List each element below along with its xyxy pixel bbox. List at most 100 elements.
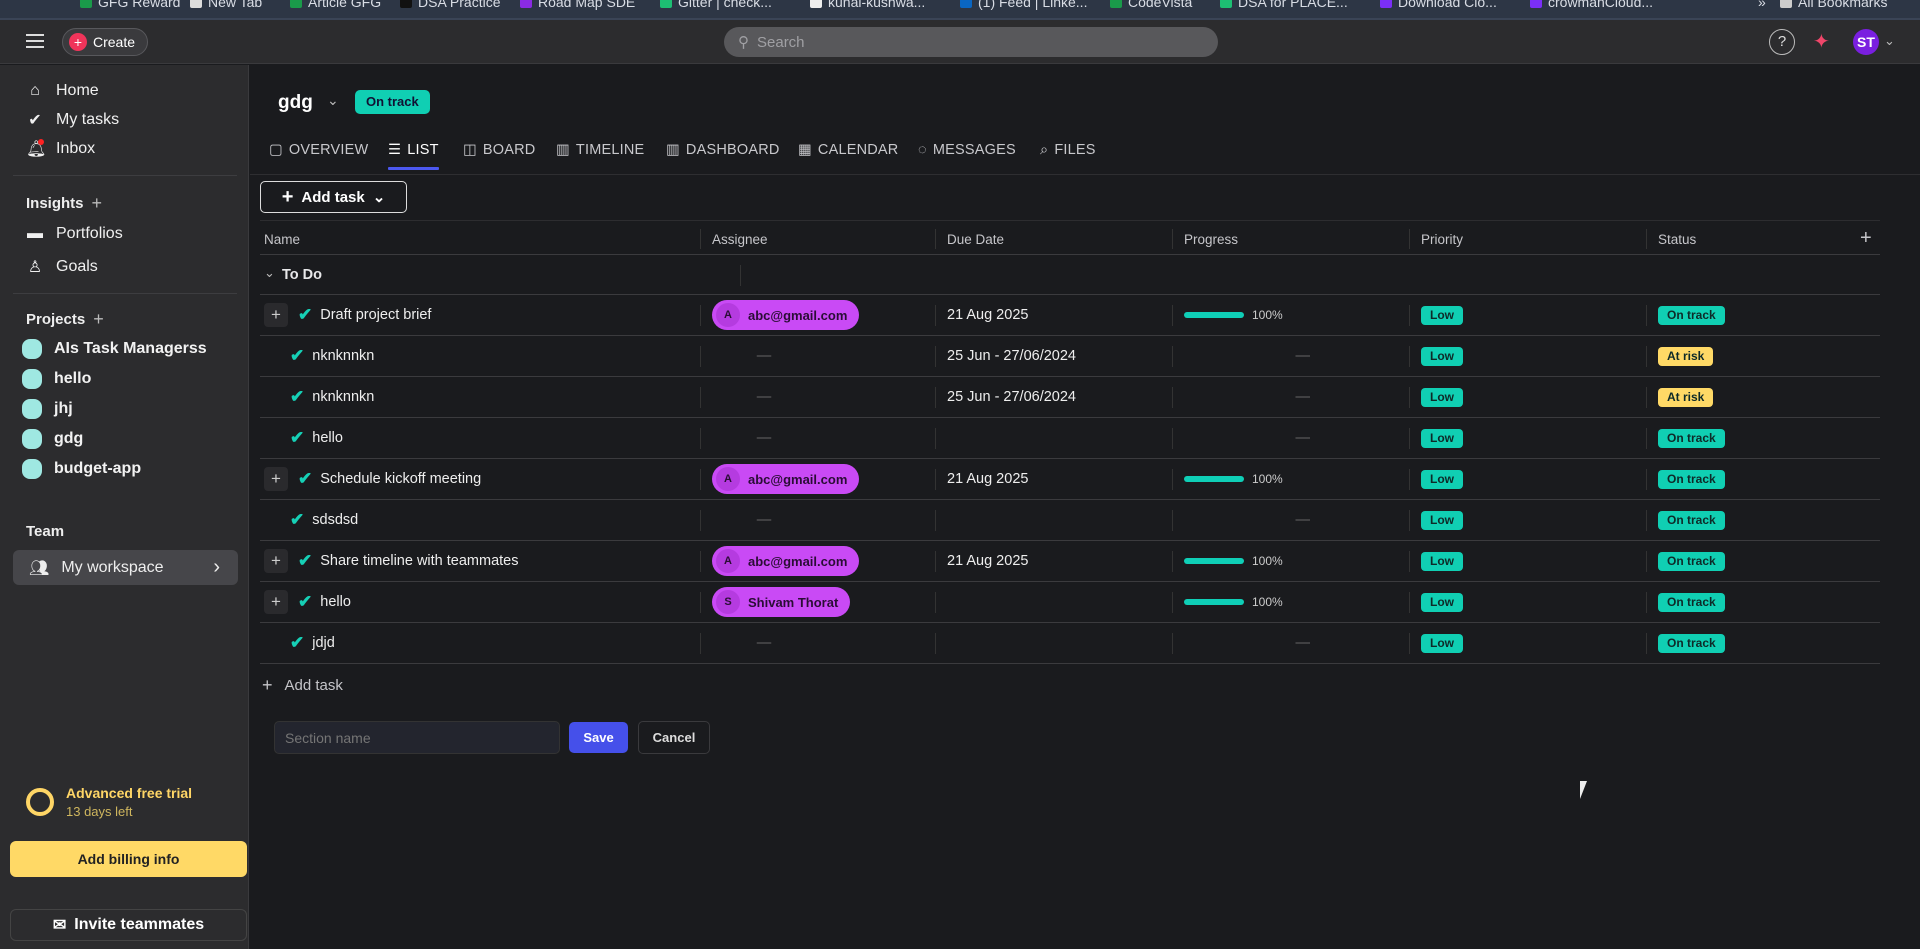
tab-calendar[interactable]: ▦ CALENDAR: [798, 142, 898, 158]
sidebar-item-my-tasks[interactable]: ✔ My tasks: [26, 110, 119, 130]
invite-teammates-button[interactable]: ✉ Invite teammates: [10, 909, 247, 941]
expand-subtasks-icon[interactable]: +: [264, 303, 288, 327]
sidebar-project[interactable]: budget-app: [22, 459, 141, 479]
status-cell[interactable]: On track: [1658, 541, 1725, 581]
task-name-cell[interactable]: ✔ nknknnkn: [290, 336, 374, 376]
column-divider[interactable]: [935, 229, 936, 249]
assignee-chip[interactable]: S Shivam Thorat: [712, 587, 851, 617]
bookmark-item[interactable]: Download Clo...: [1380, 0, 1497, 10]
tab-timeline[interactable]: ▥ TIMELINE: [556, 142, 644, 158]
expand-subtasks-icon[interactable]: +: [264, 549, 288, 573]
column-header-priority[interactable]: Priority: [1421, 232, 1464, 247]
chevron-down-icon[interactable]: ⌄: [1884, 33, 1895, 48]
status-badge[interactable]: On track: [1658, 592, 1725, 612]
status-badge[interactable]: On track: [1658, 510, 1725, 530]
status-badge[interactable]: On track: [1658, 469, 1725, 489]
bookmark-item[interactable]: Article GFG: [290, 0, 381, 10]
table-row[interactable]: ✔ nknknnkn — 25 Jun - 27/06/2024 — Low At risk: [260, 377, 1880, 418]
bookmark-item[interactable]: (1) Feed | Linke...: [960, 0, 1087, 10]
add-insight-icon[interactable]: +: [91, 193, 103, 213]
priority-badge[interactable]: Low: [1421, 633, 1463, 653]
priority-cell[interactable]: Low: [1421, 295, 1463, 335]
priority-cell[interactable]: Low: [1421, 541, 1463, 581]
status-cell[interactable]: At risk: [1658, 377, 1714, 417]
priority-badge[interactable]: Low: [1421, 305, 1463, 325]
table-row[interactable]: ✔ hello — — Low On track: [260, 418, 1880, 459]
priority-badge[interactable]: Low: [1421, 346, 1463, 366]
search-input[interactable]: ⚲ Search: [724, 27, 1218, 57]
check-icon[interactable]: ✔: [290, 346, 305, 365]
tab-files[interactable]: ⌕ FILES: [1040, 142, 1096, 158]
bookmark-item[interactable]: crowmanCloud...: [1530, 0, 1653, 10]
task-name-cell[interactable]: + ✔ Share timeline with teammates: [264, 541, 519, 581]
status-cell[interactable]: On track: [1658, 623, 1725, 663]
priority-badge[interactable]: Low: [1421, 551, 1463, 571]
priority-cell[interactable]: Low: [1421, 336, 1463, 376]
bookmark-item[interactable]: New Tab: [190, 0, 262, 10]
check-icon[interactable]: ✔: [298, 469, 313, 488]
check-icon[interactable]: ✔: [290, 428, 305, 447]
assignee-cell[interactable]: —: [712, 500, 936, 540]
status-badge[interactable]: At risk: [1658, 346, 1714, 366]
save-button[interactable]: Save: [569, 722, 628, 753]
priority-badge[interactable]: Low: [1421, 428, 1463, 448]
add-project-icon[interactable]: +: [93, 309, 104, 329]
status-badge[interactable]: On track: [355, 90, 430, 114]
check-icon[interactable]: ✔: [290, 633, 305, 652]
task-name-cell[interactable]: ✔ hello: [290, 418, 343, 458]
due-date[interactable]: 25 Jun - 27/06/2024: [947, 389, 1076, 405]
priority-cell[interactable]: Low: [1421, 582, 1463, 622]
task-name-cell[interactable]: + ✔ Schedule kickoff meeting: [264, 459, 481, 499]
bookmark-item[interactable]: DSA Practice: [400, 0, 500, 10]
section-header[interactable]: ⌄ To Do: [260, 255, 1880, 295]
priority-cell[interactable]: Low: [1421, 459, 1463, 499]
add-column-icon[interactable]: +: [1860, 227, 1872, 249]
bookmark-item[interactable]: Gitter | check...: [660, 0, 772, 10]
avatar[interactable]: ST: [1853, 29, 1879, 55]
status-badge[interactable]: On track: [1658, 633, 1725, 653]
sidebar-item-inbox[interactable]: 🔔︎ Inbox: [26, 139, 95, 159]
bookmark-item[interactable]: Road Map SDE: [520, 0, 635, 10]
table-row[interactable]: + ✔ hello S Shivam Thorat 100% Low On track: [260, 582, 1880, 623]
tab-messages[interactable]: ◌ MESSAGES: [918, 142, 1016, 158]
chevron-down-icon[interactable]: ⌄: [264, 265, 275, 280]
task-name-cell[interactable]: + ✔ Draft project brief: [264, 295, 431, 335]
cancel-button[interactable]: Cancel: [638, 721, 710, 754]
create-button[interactable]: + Create: [62, 28, 148, 56]
status-cell[interactable]: On track: [1658, 459, 1725, 499]
priority-cell[interactable]: Low: [1421, 418, 1463, 458]
section-name-input[interactable]: [274, 721, 560, 754]
assignee-cell[interactable]: —: [712, 377, 936, 417]
sidebar-item-portfolios[interactable]: ▬ Portfolios: [26, 225, 123, 243]
column-divider[interactable]: [1409, 229, 1410, 249]
bookmark-item[interactable]: All Bookmarks: [1780, 0, 1887, 10]
priority-cell[interactable]: Low: [1421, 500, 1463, 540]
tab-list[interactable]: ☰ LIST: [388, 142, 439, 170]
bookmark-item[interactable]: CodeVista: [1110, 0, 1192, 10]
due-date[interactable]: 21 Aug 2025: [947, 471, 1029, 487]
status-badge[interactable]: On track: [1658, 551, 1725, 571]
check-icon[interactable]: ✔: [298, 592, 313, 611]
task-name-cell[interactable]: ✔ sdsdsd: [290, 500, 358, 540]
column-header-status[interactable]: Status: [1658, 232, 1697, 247]
status-badge[interactable]: On track: [1658, 428, 1725, 448]
status-badge[interactable]: On track: [1658, 305, 1725, 325]
sidebar-item-home[interactable]: ⌂ Home: [26, 82, 99, 100]
task-name-cell[interactable]: ✔ nknknnkn: [290, 377, 374, 417]
sidebar-project[interactable]: AIs Task Managerss: [22, 339, 207, 359]
sidebar-project[interactable]: jhj: [22, 399, 73, 419]
table-row[interactable]: ✔ jdjd — — Low On track: [260, 623, 1880, 664]
priority-badge[interactable]: Low: [1421, 592, 1463, 612]
assignee-cell[interactable]: —: [712, 418, 936, 458]
help-icon[interactable]: ?: [1769, 29, 1795, 55]
tab-overview[interactable]: ▢ OVERVIEW: [269, 142, 368, 158]
tab-board[interactable]: ◫ BOARD: [463, 142, 535, 158]
my-workspace-button[interactable]: 👥︎ My workspace ›: [13, 550, 238, 585]
expand-subtasks-icon[interactable]: +: [264, 467, 288, 491]
column-divider[interactable]: [1646, 229, 1647, 249]
add-billing-button[interactable]: Add billing info: [10, 841, 247, 877]
